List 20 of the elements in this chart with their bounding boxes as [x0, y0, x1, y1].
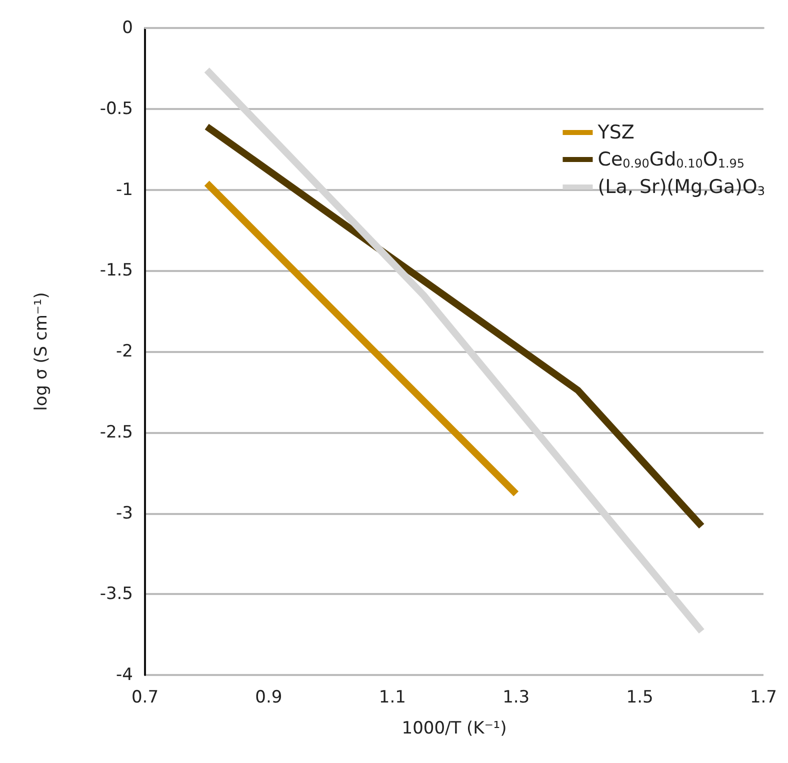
y-tick-label: 0 [122, 18, 133, 38]
x-tick-label: 1.3 [502, 688, 530, 708]
legend-label: (La, Sr)(Mg,Ga)O3 [598, 176, 766, 198]
y-tick-label: -3.5 [100, 584, 133, 604]
x-tick-label: 1.5 [626, 688, 654, 708]
y-tick-label: -3 [116, 503, 133, 524]
legend-label: Ce0.90Gd0.10O1.95 [598, 148, 745, 170]
y-axis-title: log σ (S cm⁻¹) [32, 292, 52, 411]
x-tick-label: 0.9 [255, 688, 282, 708]
x-tick-label: 1.1 [378, 688, 406, 708]
y-tick-label: -4 [116, 665, 133, 685]
y-tick-label: -1 [116, 180, 133, 200]
y-tick-label: -2 [116, 342, 133, 362]
y-tick-label: -0.5 [100, 98, 133, 119]
y-tick-label: -2.5 [100, 422, 133, 442]
x-axis-title: 1000/T (K⁻¹) [402, 718, 507, 738]
x-tick-label: 1.7 [750, 688, 778, 708]
y-tick-label: -1.5 [100, 260, 133, 281]
legend-label: YSZ [596, 122, 634, 144]
x-tick-label: 0.7 [131, 688, 159, 708]
